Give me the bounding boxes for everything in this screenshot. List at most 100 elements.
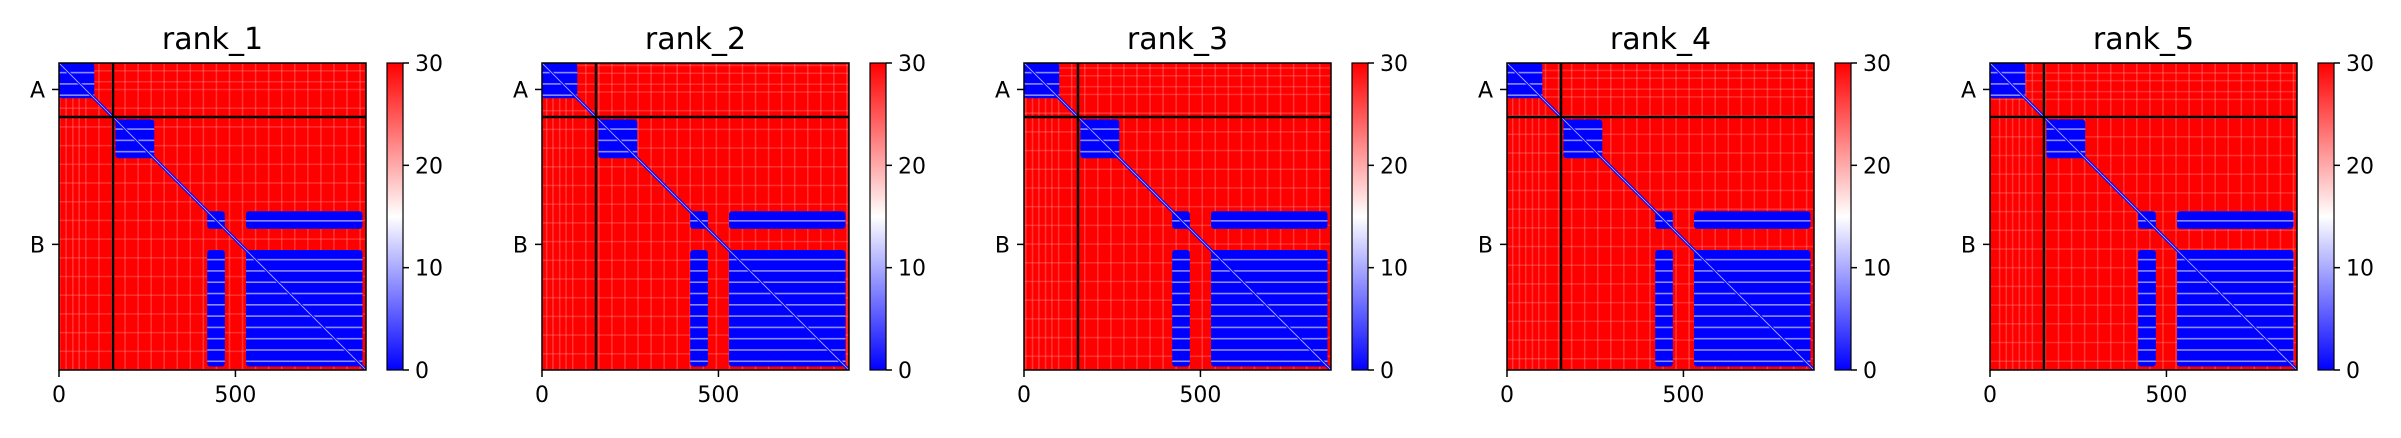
panel-title: rank_2 — [645, 22, 746, 57]
heatmap-stripe — [1044, 63, 1047, 370]
block-gap-line — [1211, 360, 1328, 363]
heatmap-stripe — [663, 63, 665, 370]
y-tick-label: B — [995, 233, 1010, 258]
block-gap-line — [729, 360, 846, 363]
block-gap-line — [1172, 326, 1190, 329]
block-gap-line — [1211, 270, 1328, 272]
block-gap-line — [115, 150, 155, 153]
x-tick-label: 500 — [214, 383, 256, 408]
heatmap-stripe — [1070, 63, 1073, 370]
heatmap-stripe — [59, 200, 366, 203]
x-tick-label: 500 — [1662, 383, 1704, 408]
block-gap-line — [1172, 292, 1190, 295]
block-gap-line — [2138, 304, 2156, 306]
block-gap-line — [2177, 360, 2294, 363]
heatmap-stripe — [545, 63, 548, 370]
heatmap-stripe — [2175, 63, 2177, 370]
block-gap-line — [690, 326, 708, 329]
block-gap-line — [542, 94, 578, 97]
colorbar-tick-label: 10 — [898, 257, 926, 282]
heatmap-stripe — [542, 147, 849, 149]
heatmap-stripe — [542, 91, 849, 93]
block-gap-line — [1172, 304, 1190, 306]
heatmap-stripe — [1097, 63, 1099, 370]
heatmap-stripe — [1024, 243, 1331, 245]
block-gap-line — [1507, 83, 1543, 85]
heatmap-stripe — [598, 63, 600, 370]
block-gap-line — [1172, 349, 1190, 351]
block-gap-line — [1655, 281, 1673, 284]
colorbar-tick-label: 20 — [898, 154, 926, 179]
block-gap-line — [1990, 71, 2026, 74]
heatmap-stripe — [637, 63, 639, 370]
block-gap-line — [2138, 258, 2156, 261]
block-gap-line — [598, 150, 638, 153]
heatmap-stripe — [715, 63, 718, 370]
block-gap-line — [542, 83, 578, 85]
block-gap-line — [2177, 270, 2294, 272]
heatmap-stripe — [1051, 63, 1053, 370]
heatmap-stripe — [1507, 88, 1814, 90]
block-gap-line — [246, 258, 363, 261]
block-gap-line — [542, 71, 578, 74]
block-gap-line — [729, 326, 846, 329]
colorbar-tick-label: 0 — [898, 359, 912, 384]
heatmap — [1990, 63, 2297, 370]
heatmap-stripe — [163, 63, 165, 370]
block-gap-line — [1655, 360, 1673, 363]
heatmap-stripe — [1024, 93, 1331, 96]
block-gap-line — [207, 315, 225, 317]
block-gap-line — [729, 281, 846, 284]
heatmap-stripe — [585, 63, 587, 370]
block-gap-line — [1694, 337, 1811, 340]
y-tick-label: A — [995, 78, 1010, 103]
colorbar-tick-label: 10 — [2346, 257, 2374, 282]
axes-frame — [541, 62, 850, 371]
heatmap-stripe — [1688, 63, 1690, 370]
block-gap-line — [1655, 270, 1673, 272]
heatmap-stripe — [2018, 63, 2021, 370]
block-gap-line — [729, 304, 846, 306]
block-gap-line — [729, 315, 846, 317]
diagonal-highlight — [1024, 63, 1331, 370]
heatmap-stripe — [176, 63, 179, 370]
x-tick-label: 500 — [1179, 383, 1221, 408]
block-gap-line — [1694, 220, 1811, 222]
heatmap-stripe — [1990, 90, 2297, 93]
heatmap-stripe — [241, 63, 244, 370]
block-gap-line — [2177, 326, 2294, 329]
colorbar-frame — [1351, 62, 1369, 371]
heatmap-stripe — [1025, 63, 1027, 370]
low-error-block — [1655, 250, 1673, 367]
y-tick-label: B — [1478, 233, 1493, 258]
heatmap-stripe — [542, 166, 849, 168]
colorbar-frame — [386, 62, 404, 371]
block-gap-line — [1080, 150, 1120, 153]
heatmap-stripe — [1038, 63, 1040, 370]
block-gap-line — [690, 270, 708, 272]
heatmap-stripe — [1990, 229, 2297, 232]
heatmap-stripe — [1507, 208, 1814, 210]
heatmap-stripe — [59, 107, 366, 109]
colorbar — [870, 63, 886, 370]
panel-3: rank_3 0 500 A B 0 10 20 30 — [995, 22, 1408, 408]
block-gap-line — [2177, 220, 2294, 222]
block-gap-line — [59, 83, 95, 85]
colorbar-tick-label: 10 — [1863, 257, 1891, 282]
block-gap-line — [2177, 281, 2294, 284]
diagonal-highlight — [542, 63, 849, 370]
block-gap-line — [2138, 315, 2156, 317]
block-gap-line — [1211, 349, 1328, 351]
heatmap-stripe — [1998, 63, 2001, 370]
heatmap-stripe — [1024, 149, 1331, 152]
heatmap-stripe — [552, 63, 554, 370]
block-gap-line — [729, 337, 846, 340]
heatmap-stripe — [1201, 63, 1203, 370]
heatmap-stripe — [1623, 63, 1625, 370]
block-gap-line — [1655, 315, 1673, 317]
heatmap-stripe — [1507, 69, 1814, 72]
heatmap-stripe — [1507, 245, 1814, 248]
heatmap-stripe — [2096, 63, 2099, 370]
block-gap-line — [115, 128, 155, 130]
heatmap-stripe — [2024, 63, 2027, 370]
